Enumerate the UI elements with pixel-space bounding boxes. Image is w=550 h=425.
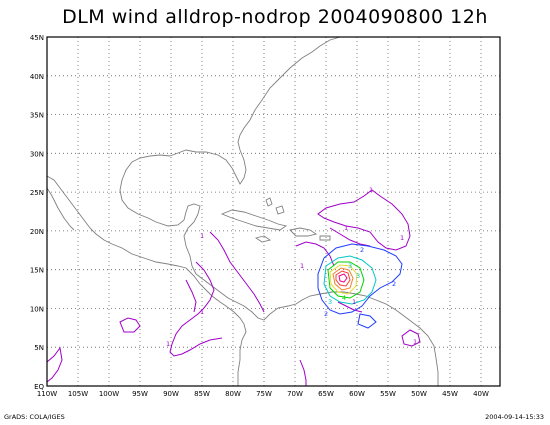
contour-5: [329, 264, 358, 295]
lat-label: 5N: [34, 344, 44, 352]
lat-label: 40N: [30, 73, 44, 81]
contour-2: [317, 243, 403, 329]
lat-axis-labels: 45N 40N 35N 30N 25N 20N 15N 10N 5N EQ: [30, 34, 45, 391]
lat-label: 35N: [30, 112, 44, 120]
lat-label: 15N: [30, 267, 44, 275]
lat-label: 45N: [30, 34, 44, 42]
contour-3: [323, 255, 377, 305]
lon-axis-labels: 110W 105W 100W 95W 90W 85W 80W 75W 70W 6…: [37, 390, 489, 398]
lon-label: 55W: [380, 390, 396, 398]
contour-label: 3: [328, 298, 332, 306]
contour-4: [327, 261, 365, 299]
lon-label: 60W: [349, 390, 365, 398]
contour-label: 2: [392, 280, 396, 288]
footer-timestamp: 2004-09-14-15:33: [485, 413, 544, 421]
lat-label: 25N: [30, 189, 44, 197]
coastline: [46, 36, 439, 386]
lon-label: 70W: [287, 390, 303, 398]
contour-1: [46, 189, 421, 386]
lon-label: 95W: [132, 390, 148, 398]
contour-label: 2: [324, 310, 328, 318]
contour-labels: 1 1 1 1 1 1 1 1 1 2 2 2 3 3 3 4: [166, 186, 417, 348]
lon-label: 105W: [68, 390, 88, 398]
contour-label: 1: [352, 298, 356, 306]
contour-label: 1: [400, 234, 404, 242]
lon-label: 85W: [194, 390, 210, 398]
lat-label: 10N: [30, 305, 44, 313]
lon-label: 65W: [318, 390, 334, 398]
contour-label: 1: [369, 186, 373, 194]
contour-label: 2: [360, 246, 364, 254]
lat-label: EQ: [34, 383, 44, 391]
contour-label: 1: [300, 262, 304, 270]
lon-label: 50W: [411, 390, 427, 398]
map-title: DLM wind alldrop-nodrop 2004090800 12h: [62, 6, 488, 28]
contour-label: 1: [200, 308, 204, 316]
contour-label: 3: [356, 272, 360, 280]
lon-label: 75W: [256, 390, 272, 398]
lon-label: 80W: [225, 390, 241, 398]
contour-label: 1: [200, 232, 204, 240]
contour-label: 4: [342, 294, 346, 302]
footer-credit: GrADS: COLA/IGES: [4, 413, 65, 421]
lon-label: 90W: [163, 390, 179, 398]
lon-label: 40W: [473, 390, 489, 398]
lat-label: 20N: [30, 228, 44, 236]
map-frame: [46, 36, 501, 387]
contour-7: [335, 270, 351, 287]
contour-label: 1: [166, 340, 170, 348]
lat-lon-grid: [47, 37, 500, 386]
contour-6: [332, 267, 354, 291]
contour-8: [338, 273, 348, 283]
lon-label: 100W: [99, 390, 119, 398]
contour-label: 3: [348, 262, 352, 270]
contour-label: 1: [413, 338, 417, 346]
lat-label: 30N: [30, 150, 44, 158]
lon-label: 110W: [37, 390, 57, 398]
contour-label: 1: [344, 224, 348, 232]
lon-label: 45W: [442, 390, 458, 398]
